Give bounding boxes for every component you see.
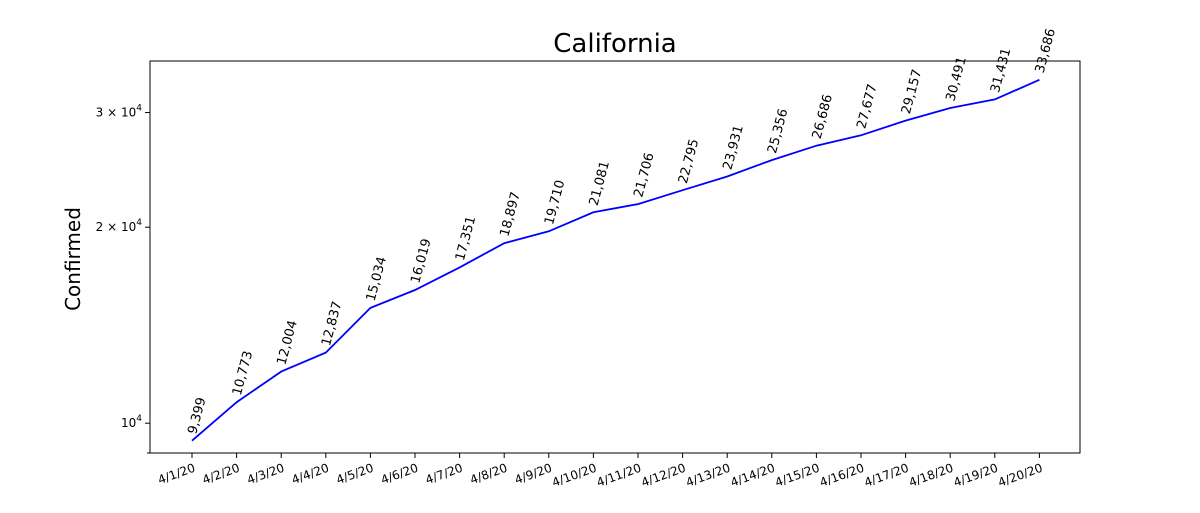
- data-label: 21,081: [587, 160, 613, 208]
- data-label: 23,931: [721, 124, 747, 172]
- data-label: 26,686: [810, 93, 836, 141]
- data-label: 18,897: [498, 190, 524, 238]
- data-label: 12,004: [275, 319, 301, 367]
- x-tick-label: 4/19/20: [952, 461, 1000, 490]
- y-tick-label: 3 × 104: [96, 104, 143, 120]
- x-tick-label: 4/12/20: [639, 461, 687, 490]
- data-label: 12,837: [319, 300, 345, 348]
- x-tick-label: 4/1/20: [156, 461, 197, 487]
- x-tick-label: 4/10/20: [550, 461, 598, 490]
- x-tick-label: 4/18/20: [907, 461, 955, 490]
- x-tick-label: 4/13/20: [684, 461, 732, 490]
- y-axis: 104 2 × 104 3 × 104: [96, 104, 150, 454]
- y-tick-label: 104: [121, 414, 142, 430]
- x-tick-label: 4/14/20: [729, 461, 777, 490]
- data-label: 33,686: [1033, 27, 1059, 75]
- data-label: 21,706: [631, 151, 657, 199]
- data-label: 22,795: [676, 137, 702, 185]
- data-label: 15,034: [364, 255, 390, 303]
- data-label: 19,710: [542, 179, 568, 227]
- x-tick-label: 4/17/20: [862, 461, 910, 490]
- y-axis-label: Confirmed: [61, 207, 85, 311]
- x-tick-label: 4/3/20: [245, 461, 286, 487]
- series-line-confirmed: [191, 78, 1040, 442]
- data-label: 25,356: [765, 107, 791, 155]
- x-tick-label: 4/5/20: [334, 461, 375, 487]
- x-tick-label: 4/20/20: [996, 461, 1044, 490]
- x-axis: 4/1/20 4/2/20 4/3/20 4/4/20 4/5/20 4/6/20 4/7/…: [156, 453, 1044, 490]
- data-label: 29,157: [899, 68, 925, 116]
- data-label: 16,019: [408, 237, 434, 285]
- x-tick-label: 4/11/20: [595, 461, 643, 490]
- x-tick-label: 4/9/20: [513, 461, 554, 487]
- x-tick-label: 4/16/20: [818, 461, 866, 490]
- plot-area-frame: [149, 60, 1081, 454]
- chart-title: California: [553, 29, 676, 59]
- x-tick-label: 4/2/20: [201, 461, 242, 487]
- data-label: 27,677: [854, 83, 880, 131]
- x-tick-label: 4/15/20: [773, 461, 821, 490]
- x-tick-label: 4/8/20: [468, 461, 509, 487]
- x-tick-label: 4/7/20: [424, 461, 465, 487]
- data-label: 30,491: [944, 55, 970, 103]
- data-label: 17,351: [453, 215, 479, 263]
- x-tick-label: 4/4/20: [290, 461, 331, 487]
- data-label: 31,431: [988, 47, 1014, 95]
- x-tick-label: 4/6/20: [379, 461, 420, 487]
- y-tick-label: 2 × 104: [96, 218, 143, 234]
- data-label: 10,773: [230, 349, 256, 397]
